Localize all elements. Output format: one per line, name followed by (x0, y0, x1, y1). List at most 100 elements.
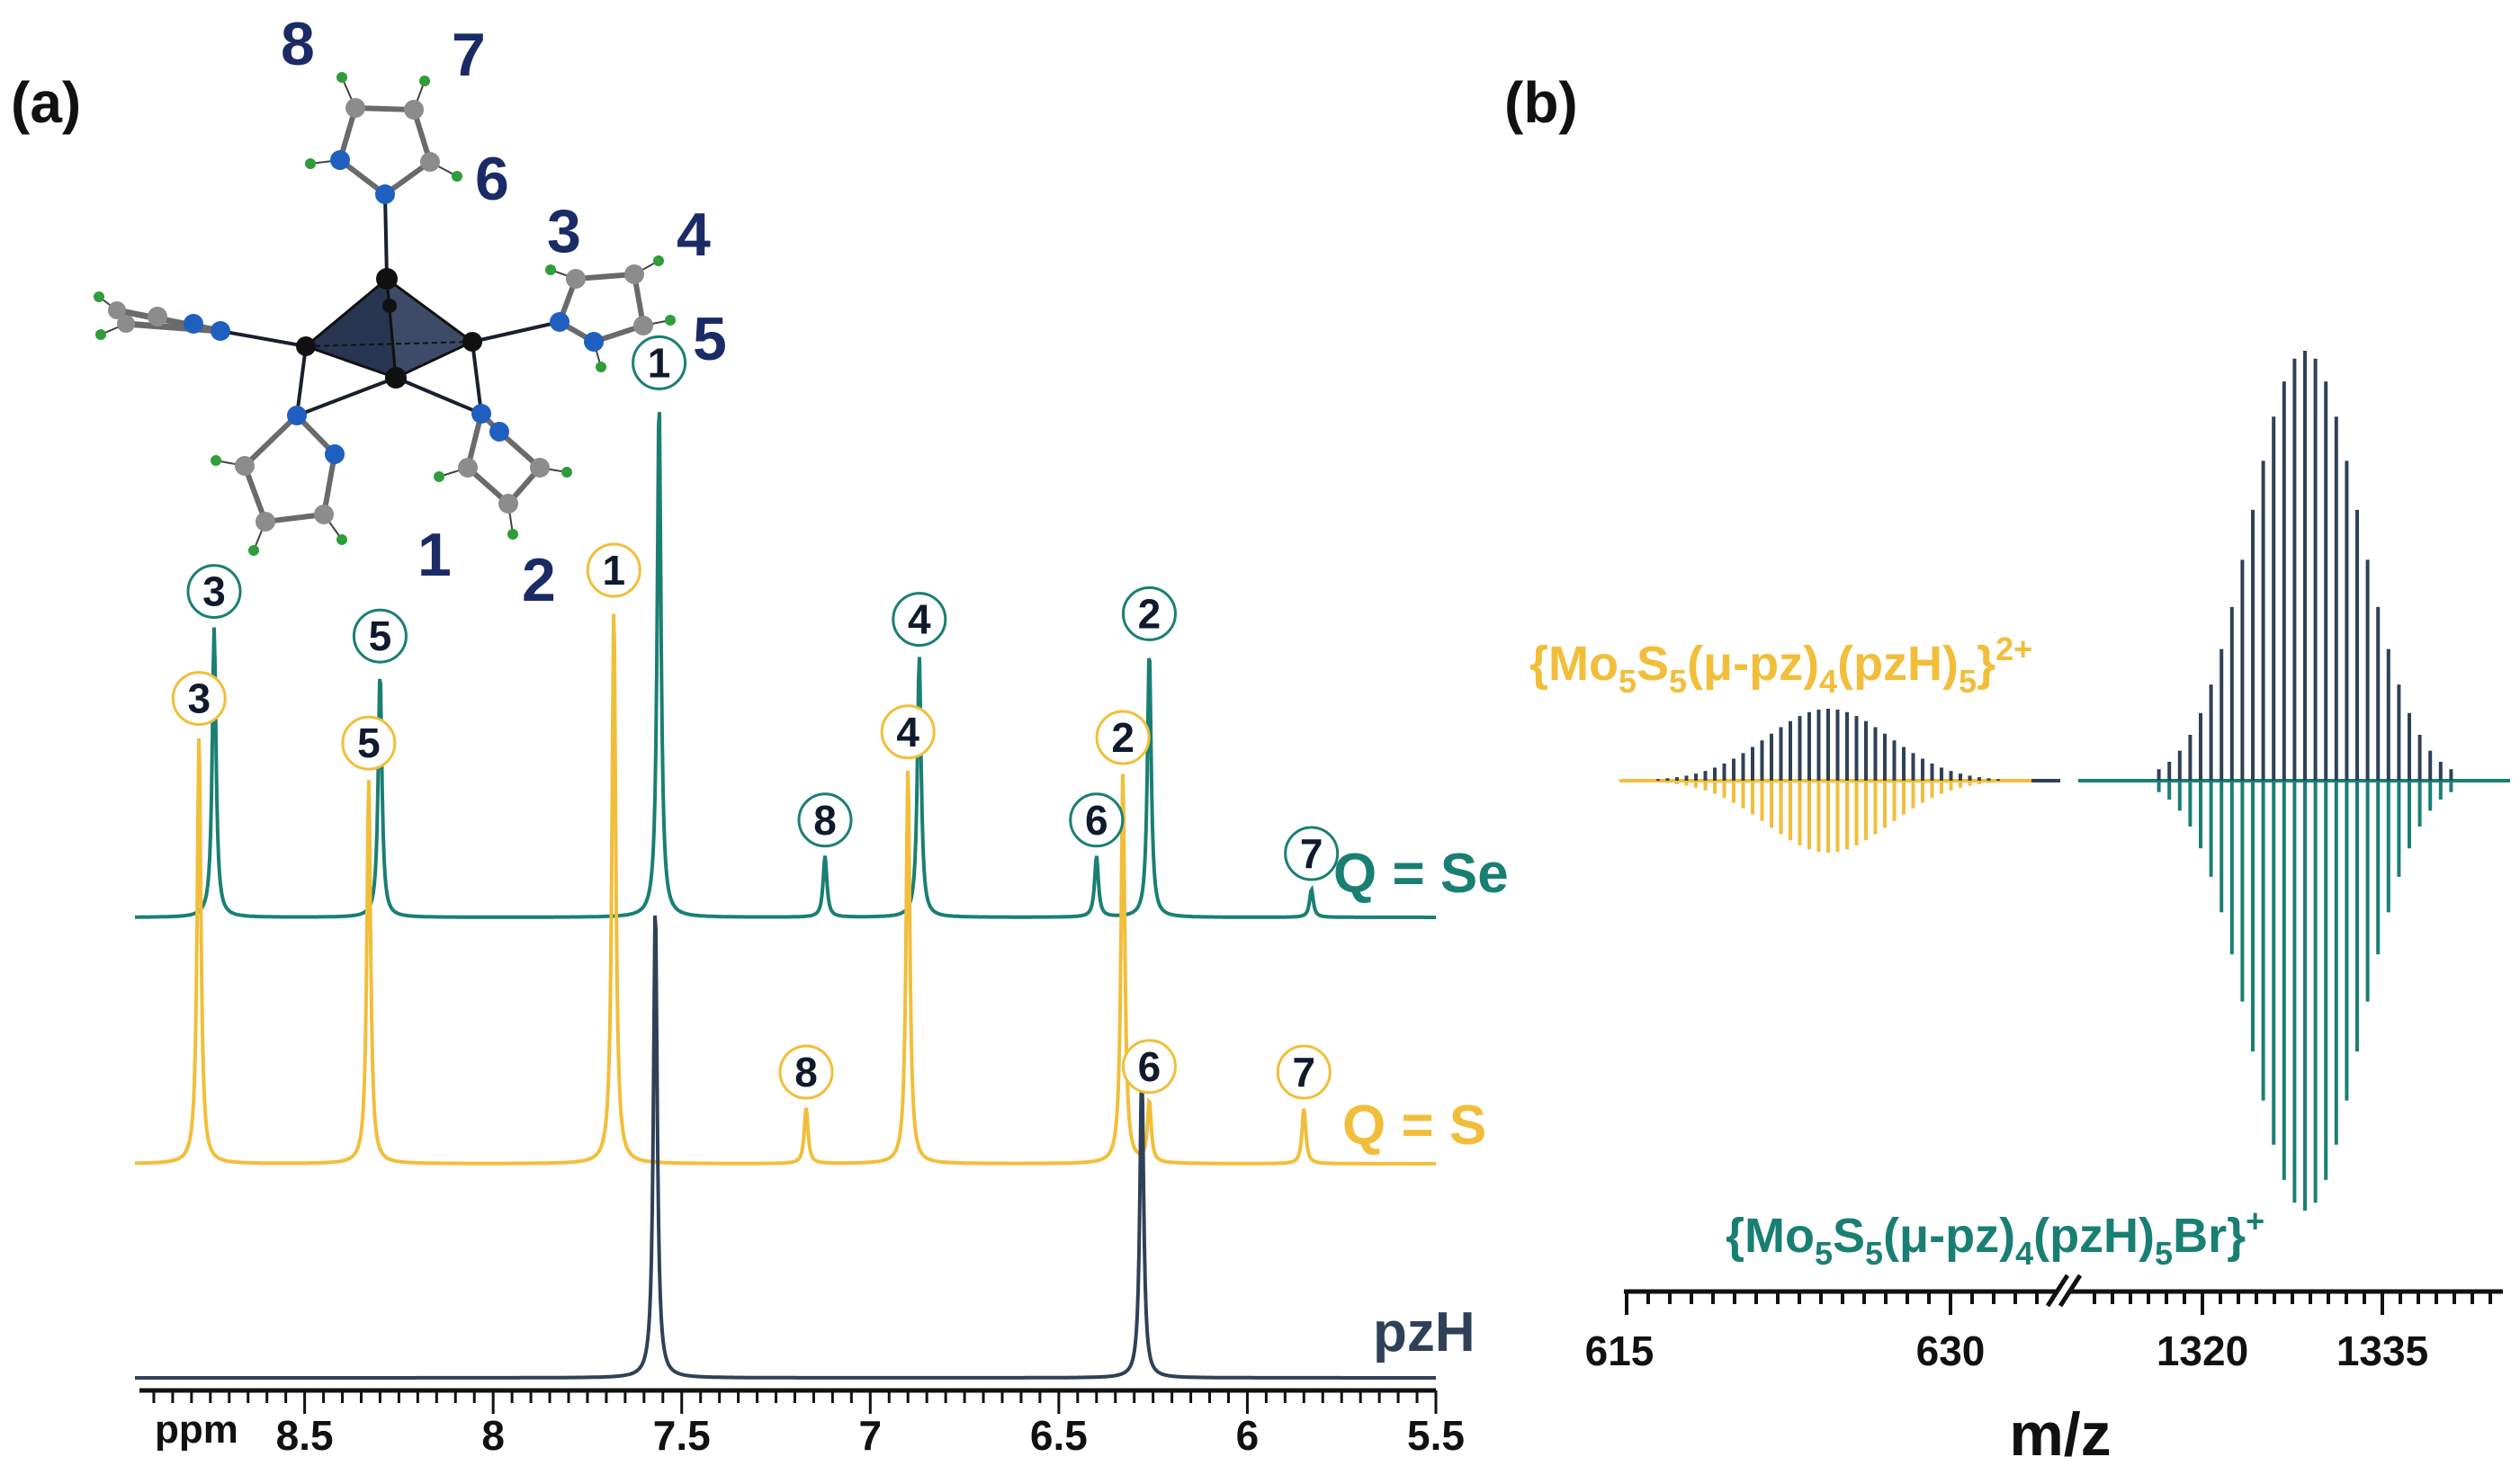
peak-label-circle (778, 1044, 834, 1100)
peak-label-circle (1121, 586, 1177, 641)
peak-label: 5 (352, 608, 408, 664)
metal-atom (296, 336, 316, 356)
peak-label-number: 5 (369, 612, 392, 659)
peak-label: 7 (1284, 826, 1340, 881)
peak-label-circle (892, 592, 947, 648)
x-axis-title: m/z (2009, 1400, 2111, 1469)
x-tick-label: 7.5 (653, 1412, 711, 1459)
peak-label: 2 (1121, 586, 1177, 641)
peak-label: 8 (797, 792, 853, 848)
molecule-structure: 8 7 6 3 4 5 1 2 (94, 10, 727, 614)
ms-x-axis: 615 630 1320 1335 m/z (1585, 1274, 2503, 1469)
panel-label-a: (a) (11, 70, 81, 135)
atom-label: 2 (522, 546, 556, 614)
peak-label-circle (586, 542, 641, 598)
x-tick-label: 1320 (2157, 1328, 2248, 1374)
ms-bars (1619, 351, 2510, 1211)
peak-label-circle (352, 608, 408, 664)
peak-label-circle (1121, 1039, 1177, 1095)
peak-label-circle (341, 715, 397, 771)
atom-label: 3 (547, 197, 581, 265)
nmr-x-axis: 8.5 8 7.5 7 6.5 6 5.5 (139, 1388, 1465, 1459)
peak-label: 3 (171, 671, 227, 727)
peak-label: 8 (778, 1044, 834, 1100)
metal-atom (376, 268, 398, 290)
peak-label: 1 (632, 335, 687, 390)
peak-label-number: 4 (908, 596, 931, 643)
peak-label-number: 5 (357, 720, 381, 766)
peak-label-number: 4 (896, 709, 919, 755)
peak-label: 4 (892, 592, 947, 648)
series-label-pzh: pzH (1373, 1301, 1475, 1363)
metal-bonds (220, 193, 560, 417)
peak-label-number: 6 (1138, 1043, 1161, 1090)
peak-label-circle (186, 564, 242, 620)
metal-atom (462, 332, 482, 352)
axis-break-mark (2045, 1274, 2083, 1308)
peak-label-number: 7 (1293, 1049, 1316, 1095)
peak-label: 5 (341, 715, 397, 771)
ion-label-monocation: {Mo5S5(μ-pz)4(pzH)5Br}+ (1726, 1202, 2264, 1272)
peak-label-number: 2 (1138, 590, 1161, 637)
ms-chart: {Mo5S5(μ-pz)4(pzH)5}2+ {Mo5S5(μ-pz)4(pzH… (1529, 351, 2510, 1469)
peak-label-circle (1095, 710, 1151, 765)
pyrazole-ring-bottom-left (211, 406, 347, 556)
ms-envelope-dication (1656, 709, 2000, 853)
atom-label: 1 (417, 521, 452, 589)
nmr-trace (135, 613, 1436, 1166)
x-tick-label: 1335 (2336, 1328, 2428, 1374)
nmr-trace (135, 915, 1436, 1380)
ion-label-dication: {Mo5S5(μ-pz)4(pzH)5}2+ (1529, 630, 2032, 700)
metal-atom (382, 299, 397, 313)
x-tick-label: 7 (859, 1412, 883, 1459)
peak-label-circle (1069, 792, 1125, 848)
nmr-trace (135, 412, 1436, 919)
peak-label-number: 3 (187, 675, 211, 722)
panel-label-b: (b) (1504, 70, 1578, 135)
x-tick-label: 6.5 (1030, 1412, 1088, 1459)
metal-atom (385, 367, 407, 389)
x-tick-label: 615 (1585, 1328, 1655, 1374)
peak-label-number: 2 (1111, 714, 1134, 761)
series-label-s: Q = S (1342, 1095, 1486, 1157)
x-tick-label: 5.5 (1407, 1412, 1465, 1459)
pyrazole-ring-bottom-right (434, 404, 572, 540)
atom-label: 5 (693, 305, 727, 373)
atom-label: 4 (677, 201, 711, 269)
series-label-se: Q = Se (1333, 843, 1509, 905)
peak-label-circle (880, 704, 936, 760)
pyrazole-ring-top (305, 72, 462, 204)
x-tick-label: 630 (1916, 1328, 1986, 1374)
x-tick-label: 8 (481, 1412, 505, 1459)
atom-label: 6 (475, 145, 509, 213)
peak-label: 7 (1276, 1044, 1332, 1100)
x-tick-label: 6 (1236, 1412, 1260, 1459)
peak-label-number: 1 (648, 339, 671, 386)
x-axis-unit-ppm: ppm (155, 1408, 238, 1452)
peak-label-circle (1276, 1044, 1332, 1100)
peak-label-number: 6 (1085, 797, 1108, 844)
pyrazole-ring-left (94, 291, 230, 341)
peak-label: 6 (1121, 1039, 1177, 1095)
nmr-traces (135, 412, 1436, 1380)
peak-label-circle (171, 671, 227, 727)
peak-label-circle (1284, 826, 1340, 881)
atom-label: 8 (281, 10, 315, 78)
peak-label-number: 3 (202, 568, 226, 615)
x-tick-label: 8.5 (276, 1412, 334, 1459)
atom-label: 7 (452, 21, 486, 89)
peak-label: 1 (586, 542, 641, 598)
peak-label-circle (797, 792, 853, 848)
core-face-right (385, 275, 475, 380)
peak-label-number: 7 (1300, 830, 1323, 877)
pyrazole-ring-right (545, 255, 676, 372)
core-face-left (303, 276, 398, 380)
ms-envelope-monocation (2157, 351, 2453, 1211)
peak-label-circle (632, 335, 687, 390)
peak-label: 4 (880, 704, 936, 760)
peak-label-number: 8 (813, 797, 837, 844)
peak-label-number: 1 (602, 547, 625, 594)
